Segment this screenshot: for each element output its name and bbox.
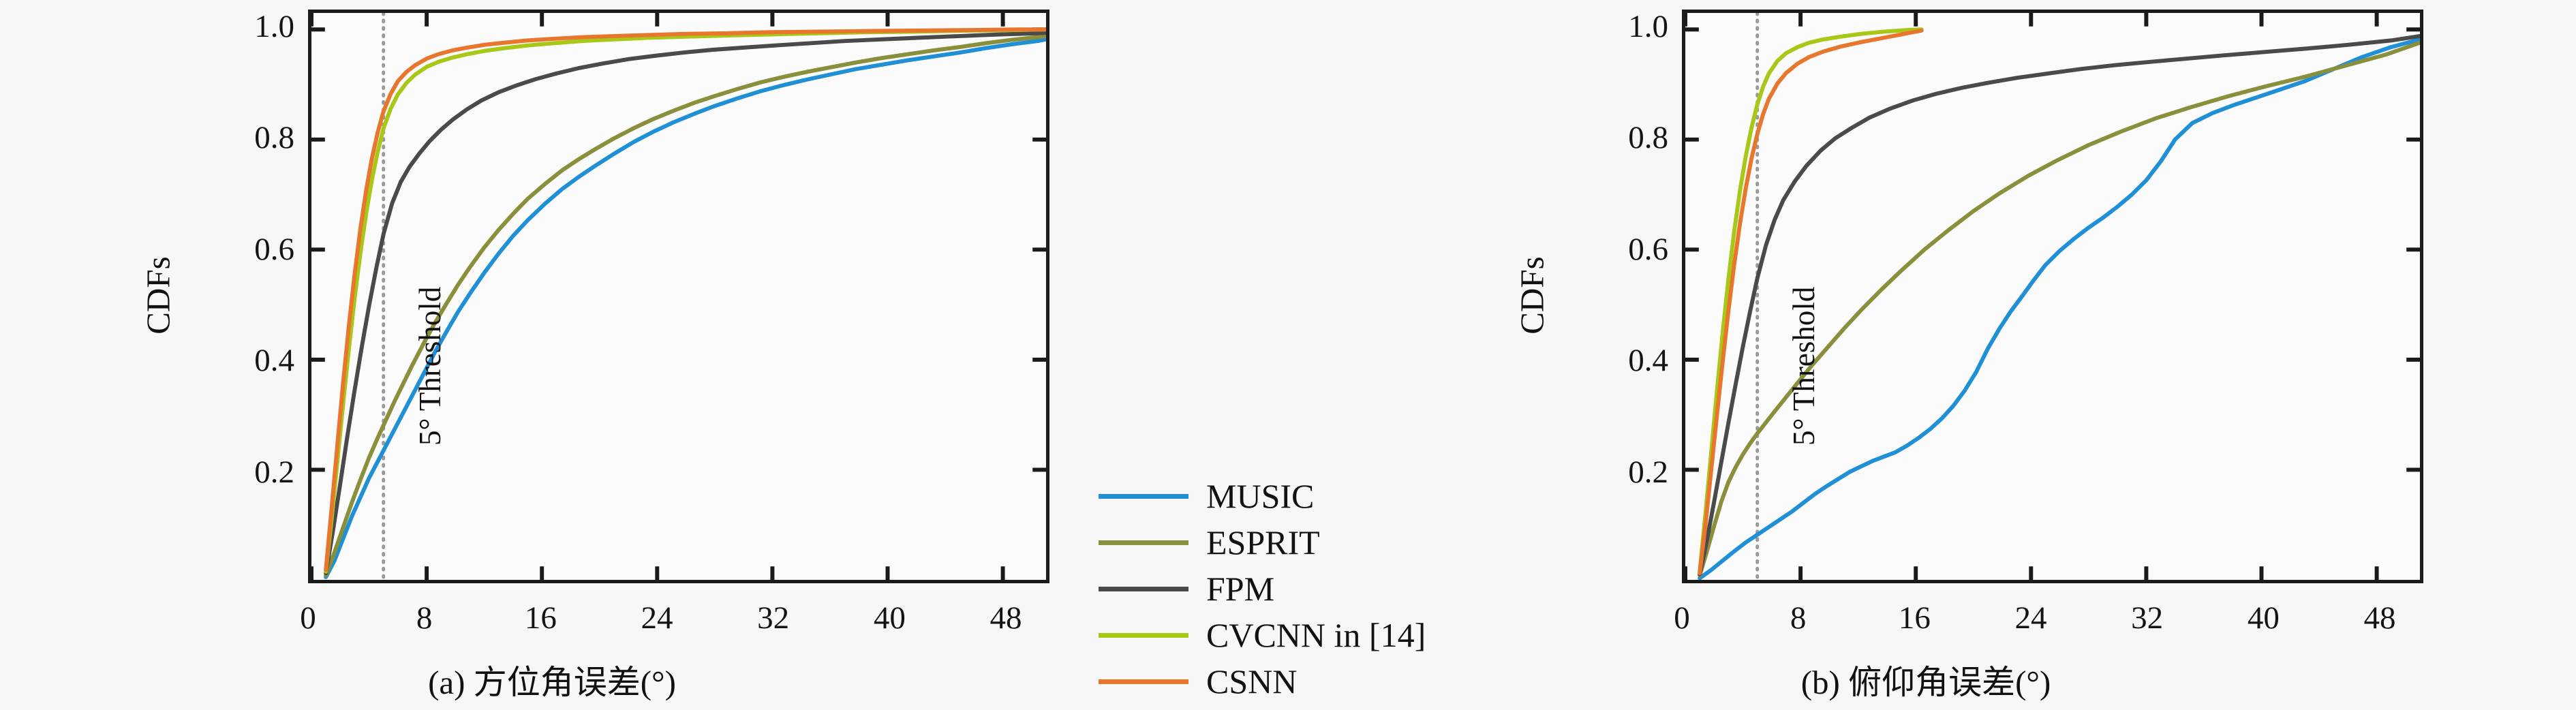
x-tick-label: 48 (990, 600, 1022, 636)
y-tick-label: 1.0 (1628, 8, 1668, 44)
x-tick-label: 0 (1674, 600, 1690, 636)
x-axis-title-elevation: (b) 俯仰角误差(°) (1374, 655, 2478, 704)
legend-item-music[interactable]: MUSIC (1099, 473, 1314, 519)
legend-label: FPM (1206, 570, 1275, 608)
series-line-fpm (324, 31, 1046, 576)
y-tick-label: 0.6 (1628, 231, 1668, 267)
legend-item-csnn[interactable]: CSNN (1099, 658, 1297, 705)
y-tick-label: 0.4 (254, 343, 294, 378)
x-tick-label: 0 (300, 600, 316, 636)
x-tick-label: 32 (2131, 600, 2164, 636)
y-tick-label: 1.0 (254, 8, 294, 44)
legend-color-swatch (1099, 586, 1189, 591)
y-axis-title-azimuth: CDFs (139, 256, 177, 335)
x-tick-label: 40 (2247, 600, 2280, 636)
series-line-esprit (324, 33, 1046, 578)
y-axis-title-elevation: CDFs (1513, 256, 1551, 335)
series-line-music (324, 37, 1046, 579)
y-tick-label: 0.4 (1628, 343, 1668, 378)
legend-color-swatch (1099, 679, 1189, 684)
legend-label: CVCNN in [14] (1206, 616, 1426, 654)
x-tick-label: 24 (641, 600, 673, 636)
x-tick-label: 16 (1898, 600, 1931, 636)
x-tick-label: 16 (524, 600, 557, 636)
y-tick-label: 0.8 (254, 120, 294, 156)
legend-item-esprit[interactable]: ESPRIT (1099, 519, 1320, 566)
y-tick-label: 0.6 (254, 231, 294, 267)
legend-item-cvcnn-in-14[interactable]: CVCNN in [14] (1099, 612, 1426, 658)
plot-canvas-elevation (1685, 13, 2420, 580)
legend-color-swatch (1099, 632, 1189, 638)
x-tick-label: 8 (1790, 600, 1807, 636)
series-line-esprit (1698, 40, 2420, 578)
panel-elevation: 0.2 0.4 0.6 0.8 1.0 0 8 16 24 32 40 48 CDFs (b) 俯仰… (1374, 0, 2478, 710)
threshold-annotation-azimuth: 5° Threshold (412, 286, 447, 446)
plot-area-elevation (1682, 10, 2423, 583)
plot-area-azimuth (308, 10, 1049, 583)
threshold-annotation-elevation: 5° Threshold (1786, 286, 1821, 446)
x-tick-label: 40 (873, 600, 906, 636)
series-line-music (1698, 37, 2420, 580)
legend-color-swatch (1099, 493, 1189, 499)
legend-label: ESPRIT (1206, 523, 1320, 561)
series-line-csnn (324, 27, 1046, 572)
legend: MUSIC ESPRIT FPM CVCNN in [14] CSNN (1099, 473, 1576, 710)
x-axis-title-azimuth-text: (a) 方位角误差(°) (428, 664, 676, 701)
series-line-fpm (1698, 33, 2420, 576)
panel-azimuth: 0.2 0.4 0.6 0.8 1.0 0 8 16 24 32 40 48 CDFs (a) 方位… (0, 0, 1104, 710)
legend-color-swatch (1099, 540, 1189, 545)
plot-canvas-azimuth (311, 13, 1046, 580)
y-tick-label: 0.8 (1628, 120, 1668, 156)
series-line-cvcnn-in-14 (1698, 27, 1924, 574)
x-axis-title-elevation-text: (b) 俯仰角误差(°) (1800, 664, 2051, 701)
y-tick-label: 0.2 (1628, 454, 1668, 490)
legend-label: CSNN (1206, 662, 1298, 700)
x-tick-label: 8 (416, 600, 433, 636)
legend-label: MUSIC (1206, 477, 1315, 515)
x-tick-label: 48 (2363, 600, 2396, 636)
legend-item-fpm[interactable]: FPM (1099, 566, 1274, 612)
y-tick-label: 0.2 (254, 454, 294, 490)
x-tick-label: 32 (757, 600, 790, 636)
series-line-csnn (1698, 28, 1924, 576)
x-axis-title-azimuth: (a) 方位角误差(°) (0, 655, 1104, 704)
x-tick-label: 24 (2014, 600, 2047, 636)
